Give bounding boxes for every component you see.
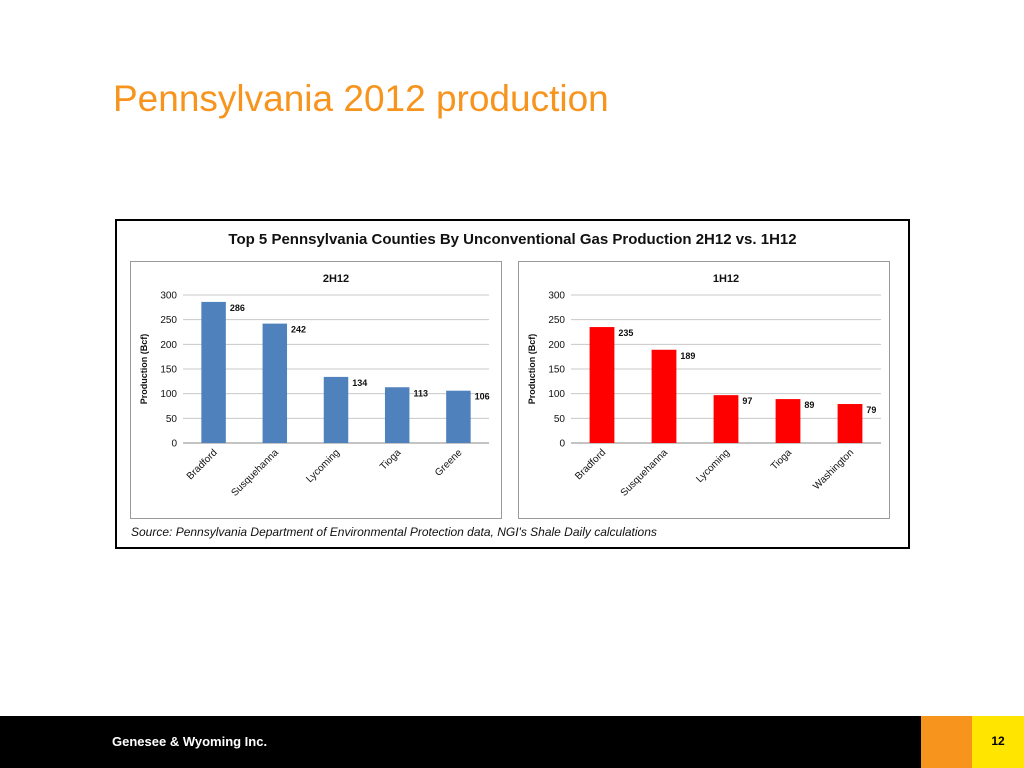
- bar-tioga: [775, 399, 801, 443]
- x-tick-label: Lycoming: [304, 447, 342, 485]
- bar-lycoming: [323, 376, 349, 443]
- figure-title: Top 5 Pennsylvania Counties By Unconvent…: [228, 231, 797, 248]
- data-label: 89: [804, 400, 814, 410]
- bar-greene: [446, 390, 471, 443]
- data-label: 189: [680, 351, 695, 361]
- y-tick-label: 100: [548, 389, 565, 400]
- chart-panel-1h12: 1H12 Production (Bcf) 0 50 100 150 200 250 300 23…: [518, 261, 890, 519]
- footer-orange-block: [921, 716, 972, 768]
- bar-washington: [837, 404, 863, 443]
- data-label: 242: [291, 325, 306, 335]
- slide-title: Pennsylvania 2012 production: [113, 78, 609, 119]
- y-tick-label: 200: [160, 340, 177, 351]
- bar-chart-1h12: 1H12 Production (Bcf) 0 50 100 150 200 250 300 23…: [527, 273, 881, 499]
- y-tick-label: 150: [160, 365, 177, 376]
- x-tick-label: Bradford: [573, 447, 608, 482]
- bar-bradford: [201, 301, 226, 443]
- y-tick-label: 200: [548, 340, 565, 351]
- y-tick-label: 300: [548, 291, 565, 302]
- bar-tioga: [384, 387, 410, 443]
- x-tick-label: Greene: [433, 447, 465, 479]
- x-tick-label: Susquehanna: [229, 447, 281, 499]
- x-tick-label: Washington: [811, 447, 856, 492]
- y-tick-label: 250: [548, 315, 565, 326]
- chart-panel-2h12: 2H12 Production (Bcf) 0 50 100 150 200 250 300 28…: [130, 261, 502, 519]
- data-label: 113: [413, 388, 428, 398]
- chart-title: 2H12: [323, 273, 349, 285]
- footer-bar: Genesee & Wyoming Inc. 12: [0, 716, 1024, 768]
- y-tick-label: 100: [160, 389, 177, 400]
- y-tick-label: 0: [171, 439, 177, 450]
- y-tick-label: 0: [559, 439, 565, 450]
- data-label: 134: [352, 378, 367, 388]
- chart-figure: Top 5 Pennsylvania Counties By Unconvent…: [115, 219, 910, 549]
- bar-chart-2h12: 2H12 Production (Bcf) 0 50 100 150 200 250 300 28…: [139, 273, 490, 499]
- data-label: 235: [618, 328, 633, 338]
- y-tick-label: 50: [166, 414, 178, 425]
- x-tick-label: Bradford: [185, 447, 220, 482]
- source-note: Source: Pennsylvania Department of Envir…: [131, 525, 657, 539]
- bar-susquehanna: [262, 323, 288, 443]
- x-tick-label: Tioga: [769, 447, 795, 473]
- y-tick-label: 150: [548, 365, 565, 376]
- bar-lycoming: [713, 395, 739, 443]
- x-tick-label: Tioga: [378, 447, 404, 473]
- chart-title: 1H12: [713, 273, 739, 285]
- data-label: 106: [475, 392, 490, 402]
- data-label: 79: [866, 405, 876, 415]
- y-tick-label: 50: [554, 414, 566, 425]
- page-number: 12: [991, 734, 1005, 748]
- footer-page-box: 12: [972, 716, 1024, 768]
- bar-bradford: [589, 327, 615, 443]
- y-tick-label: 250: [160, 315, 177, 326]
- y-axis-label: Production (Bcf): [139, 334, 149, 405]
- bar-susquehanna: [651, 349, 677, 443]
- data-label: 286: [230, 303, 245, 313]
- x-tick-label: Susquehanna: [619, 447, 671, 499]
- y-tick-label: 300: [160, 291, 177, 302]
- x-tick-label: Lycoming: [694, 447, 732, 485]
- data-label: 97: [742, 396, 752, 406]
- footer-company-name: Genesee & Wyoming Inc.: [112, 734, 268, 749]
- y-axis-label: Production (Bcf): [527, 334, 537, 405]
